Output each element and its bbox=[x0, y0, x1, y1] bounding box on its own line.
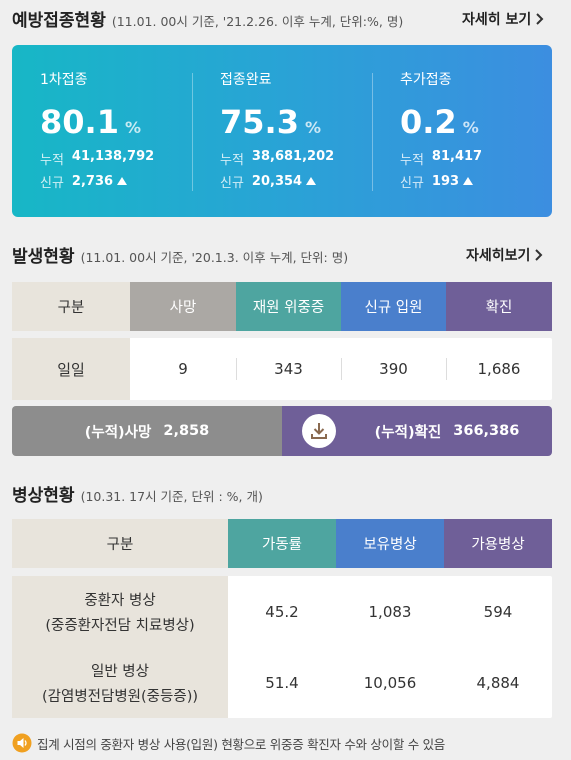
total-value: 41,138,792 bbox=[71, 149, 155, 164]
table-cell: 10,056 bbox=[363, 674, 417, 692]
table-header-cell: 구분 bbox=[12, 282, 130, 331]
cumulative-value: 366,386 bbox=[453, 423, 520, 439]
table-cell: 390 bbox=[379, 360, 408, 378]
table-label-bg bbox=[12, 576, 228, 718]
row-label: 중환자 병상 (중증환자전담 치료병상) bbox=[12, 576, 228, 648]
table-cell: 1,686 bbox=[477, 360, 521, 378]
cumulative-value: 2,858 bbox=[163, 423, 210, 439]
row-label-line: 일반 병상 bbox=[91, 664, 149, 680]
rate-unit: % bbox=[462, 118, 479, 137]
cumulative-label: (누적)확진 bbox=[374, 424, 442, 441]
table-cell: 1,083 bbox=[368, 603, 412, 621]
up-arrow-icon bbox=[306, 177, 317, 185]
more-link[interactable]: 자세히보기 bbox=[466, 244, 552, 266]
table-header-cell: 보유병상 bbox=[336, 519, 444, 568]
more-link-text: 자세히 보기 bbox=[462, 12, 532, 28]
table-cell: 51.4 bbox=[265, 674, 299, 692]
cumulative-label: (누적)사망 bbox=[84, 424, 152, 441]
up-arrow-icon bbox=[117, 177, 128, 185]
row-label: 일반 병상 (감염병전담병원(중등증)) bbox=[12, 648, 228, 718]
total-value: 38,681,202 bbox=[251, 149, 335, 164]
divider bbox=[372, 73, 373, 191]
vaccination-total: 누적 81,417 bbox=[400, 149, 560, 168]
vaccination-new: 신규 2,736 bbox=[40, 172, 200, 191]
vaccination-label: 접종완료 bbox=[220, 72, 272, 88]
table-cell: 4,884 bbox=[476, 674, 520, 692]
vaccination-rate: 80.1% bbox=[40, 103, 190, 143]
vaccination-label: 1차접종 bbox=[40, 72, 88, 88]
table-cell: 594 bbox=[483, 603, 513, 621]
new-value: 20,354 bbox=[251, 173, 303, 189]
new-value: 2,736 bbox=[71, 173, 114, 189]
cell-divider bbox=[341, 358, 342, 380]
section-header: 예방접종현황 (11.01. 00시 기준, '21.2.26. 이후 누계, 단… bbox=[12, 6, 442, 32]
section-header: 병상현황 (10.31. 17시 기준, 단위 : %, 개) bbox=[12, 481, 442, 507]
new-value: 193 bbox=[431, 173, 460, 189]
table-header-cell: 확진 bbox=[446, 282, 552, 331]
rate-value: 80.1 bbox=[40, 103, 119, 141]
notice-text: 집계 시점의 중환자 병상 사용(입원) 현황으로 위중증 확진자 수와 상이할… bbox=[37, 736, 445, 752]
cumulative-bar: (누적)사망 2,858 bbox=[12, 406, 282, 456]
table-header-cell: 사망 bbox=[130, 282, 236, 331]
vaccination-total: 누적 41,138,792 bbox=[40, 149, 200, 168]
download-icon bbox=[302, 414, 336, 448]
speaker-icon bbox=[12, 733, 32, 753]
chevron-icon bbox=[535, 249, 543, 261]
new-label: 신규 bbox=[400, 175, 424, 191]
row-label-line: (감염병전담병원(중등증)) bbox=[41, 689, 199, 705]
total-label: 누적 bbox=[40, 153, 64, 168]
table-header-cell: 재원 위중증 bbox=[236, 282, 341, 331]
section-subtitle: (11.01. 00시 기준, '20.1.3. 이후 누계, 단위: 명) bbox=[80, 250, 349, 265]
table-cell: 45.2 bbox=[265, 603, 299, 621]
vaccination-new: 신규 193 bbox=[400, 172, 560, 191]
new-label: 신규 bbox=[220, 175, 244, 191]
table-header-cell: 가용병상 bbox=[444, 519, 552, 568]
vaccination-label: 추가접종 bbox=[400, 72, 452, 88]
vaccination-total: 누적 38,681,202 bbox=[220, 149, 380, 168]
vaccination-card: 1차접종 80.1% 누적 41,138,792 신규 2,736 접종완료 75.3% 누적 3… bbox=[12, 45, 552, 217]
table-header-cell: 구분 bbox=[12, 519, 228, 568]
new-label: 신규 bbox=[40, 175, 64, 191]
section-subtitle: (11.01. 00시 기준, '21.2.26. 이후 누계, 단위:%, 명… bbox=[111, 14, 404, 29]
section-title: 발생현황 bbox=[12, 247, 75, 267]
vaccination-new: 신규 20,354 bbox=[220, 172, 380, 191]
section-subtitle: (10.31. 17시 기준, 단위 : %, 개) bbox=[80, 489, 263, 504]
chevron-icon bbox=[536, 13, 544, 25]
cell-divider bbox=[446, 358, 447, 380]
table-header-cell: 신규 입원 bbox=[341, 282, 446, 331]
cell-divider bbox=[236, 358, 237, 380]
table-cell: 9 bbox=[178, 360, 188, 378]
table-cell: 343 bbox=[274, 360, 303, 378]
vaccination-rate: 0.2% bbox=[400, 103, 550, 143]
more-link-text: 자세히보기 bbox=[466, 248, 531, 264]
section-header: 발생현황 (11.01. 00시 기준, '20.1.3. 이후 누계, 단위: … bbox=[12, 242, 442, 268]
table-cell: 일일 bbox=[12, 338, 130, 400]
rate-value: 75.3 bbox=[220, 103, 299, 141]
section-title: 병상현황 bbox=[12, 486, 75, 506]
total-label: 누적 bbox=[400, 153, 424, 168]
divider bbox=[192, 73, 193, 191]
section-title: 예방접종현황 bbox=[12, 11, 106, 31]
row-label-line: 중환자 병상 bbox=[84, 593, 156, 609]
more-link[interactable]: 자세히 보기 bbox=[462, 8, 552, 30]
rate-unit: % bbox=[124, 118, 141, 137]
row-label-line: (중증환자전담 치료병상) bbox=[45, 618, 195, 634]
total-value: 81,417 bbox=[431, 149, 483, 164]
table-header-cell: 가동률 bbox=[228, 519, 336, 568]
rate-unit: % bbox=[304, 118, 321, 137]
rate-value: 0.2 bbox=[400, 103, 457, 141]
total-label: 누적 bbox=[220, 153, 244, 168]
vaccination-rate: 75.3% bbox=[220, 103, 370, 143]
up-arrow-icon bbox=[463, 177, 474, 185]
